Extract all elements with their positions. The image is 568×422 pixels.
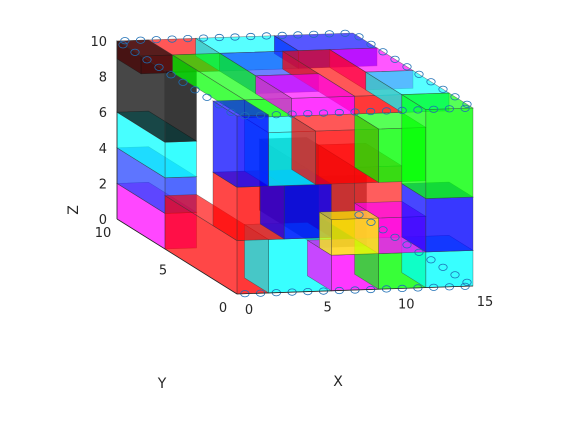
voxel-face-front	[292, 96, 355, 116]
x-tick-label: 15	[477, 295, 494, 310]
z-tick-label: 6	[99, 106, 107, 121]
x-tick-label: 5	[324, 300, 332, 315]
voxel-face-front	[165, 141, 197, 178]
y-tick-label: 0	[219, 301, 227, 316]
y-axis-label: Y	[157, 376, 167, 392]
y-tick-label: 5	[159, 264, 167, 279]
stud-marker	[203, 94, 211, 100]
z-axis-label: Z	[66, 205, 82, 215]
z-tick-label: 4	[99, 142, 107, 157]
boxes-layer	[117, 33, 473, 294]
z-tick-label: 8	[99, 71, 107, 86]
voxel-block	[402, 93, 473, 199]
z-tick-label: 0	[99, 213, 107, 228]
voxel-block	[213, 100, 269, 187]
y-tick-label: 10	[95, 226, 112, 241]
x-tick-label: 10	[398, 298, 415, 313]
z-tick-label: 10	[90, 35, 107, 50]
voxel-face-front	[426, 197, 473, 252]
voxel-face-front	[237, 115, 269, 187]
voxel-block	[319, 211, 378, 256]
voxel-face-front	[426, 250, 473, 287]
x-axis-label: X	[333, 374, 343, 390]
voxel-face-front	[426, 108, 473, 199]
voxel-face-front	[331, 218, 378, 255]
x-tick-label: 0	[245, 303, 253, 318]
z-tick-label: 2	[99, 177, 107, 192]
